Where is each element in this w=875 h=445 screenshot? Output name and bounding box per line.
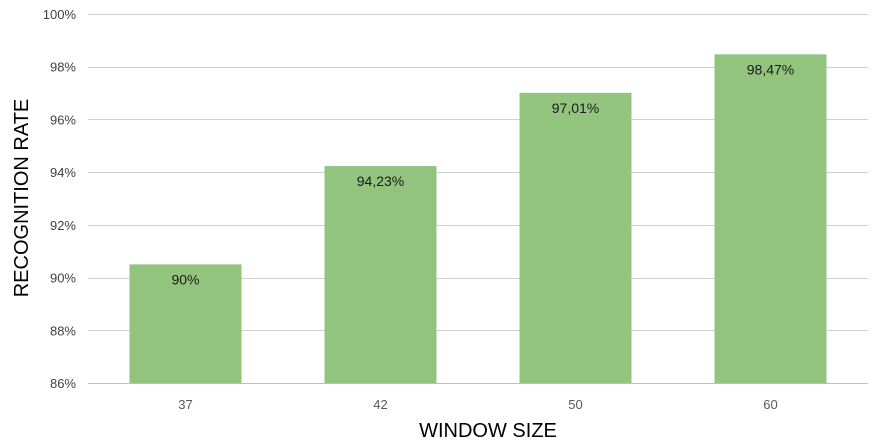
y-axis-ticks: 86% 88% 90% 92% 94% 96% 98% 100% (43, 7, 77, 391)
x-tick-label: 50 (568, 397, 582, 412)
data-labels: 90% 94,23% 97,01% 98,47% (171, 61, 794, 287)
data-label: 90% (171, 271, 199, 287)
data-label: 98,47% (747, 61, 794, 77)
y-tick-label: 86% (50, 376, 76, 391)
x-tick-label: 60 (763, 397, 777, 412)
data-label: 94,23% (357, 173, 404, 189)
y-tick-label: 90% (50, 271, 76, 286)
x-axis-title: WINDOW SIZE (419, 420, 557, 442)
y-tick-label: 98% (50, 60, 76, 75)
data-label: 97,01% (552, 100, 599, 116)
bar (519, 92, 632, 383)
y-tick-label: 92% (50, 218, 76, 233)
bar (129, 264, 242, 383)
y-tick-label: 96% (50, 112, 76, 127)
y-axis-title: RECOGNITION RATE (11, 99, 33, 298)
x-tick-label: 42 (373, 397, 387, 412)
x-axis-ticks: 37 42 50 60 (178, 397, 777, 412)
y-tick-label: 94% (50, 165, 76, 180)
y-tick-label: 88% (50, 323, 76, 338)
bar (714, 54, 827, 384)
bars (129, 54, 827, 384)
bar (324, 166, 437, 383)
y-tick-label: 100% (43, 7, 77, 22)
x-tick-label: 37 (178, 397, 192, 412)
